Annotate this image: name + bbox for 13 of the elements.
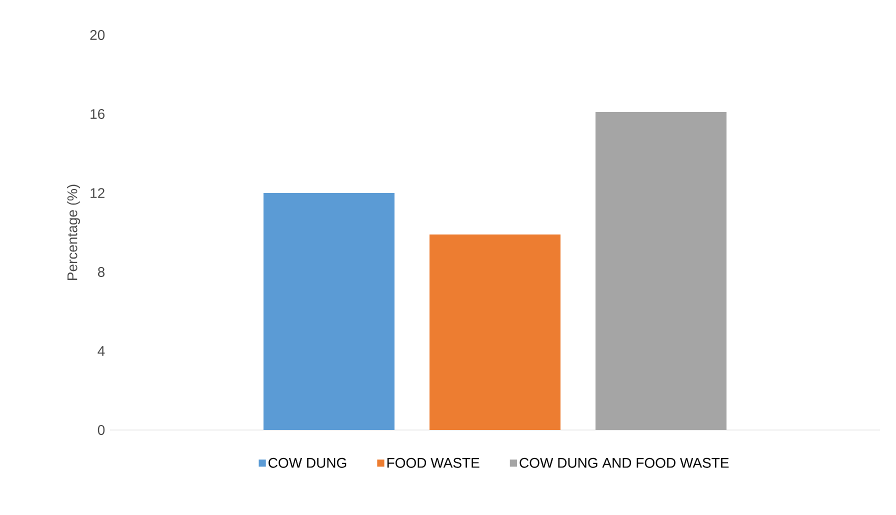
y-axis-title: Percentage (%) [66, 184, 80, 280]
y-tick-label: 4 [98, 346, 105, 356]
y-tick-label: 20 [90, 30, 105, 40]
bar [264, 193, 395, 430]
y-tick-label: 8 [98, 267, 105, 277]
bar [596, 112, 727, 430]
y-tick-label: 0 [98, 425, 105, 435]
legend-label: COW DUNG [268, 458, 346, 468]
legend-label: COW DUNG AND FOOD WASTE [520, 458, 729, 468]
legend-label: FOOD WASTE [387, 458, 480, 468]
bar [430, 234, 561, 430]
y-tick-label: 16 [90, 109, 105, 119]
y-tick-label: 12 [90, 188, 104, 198]
